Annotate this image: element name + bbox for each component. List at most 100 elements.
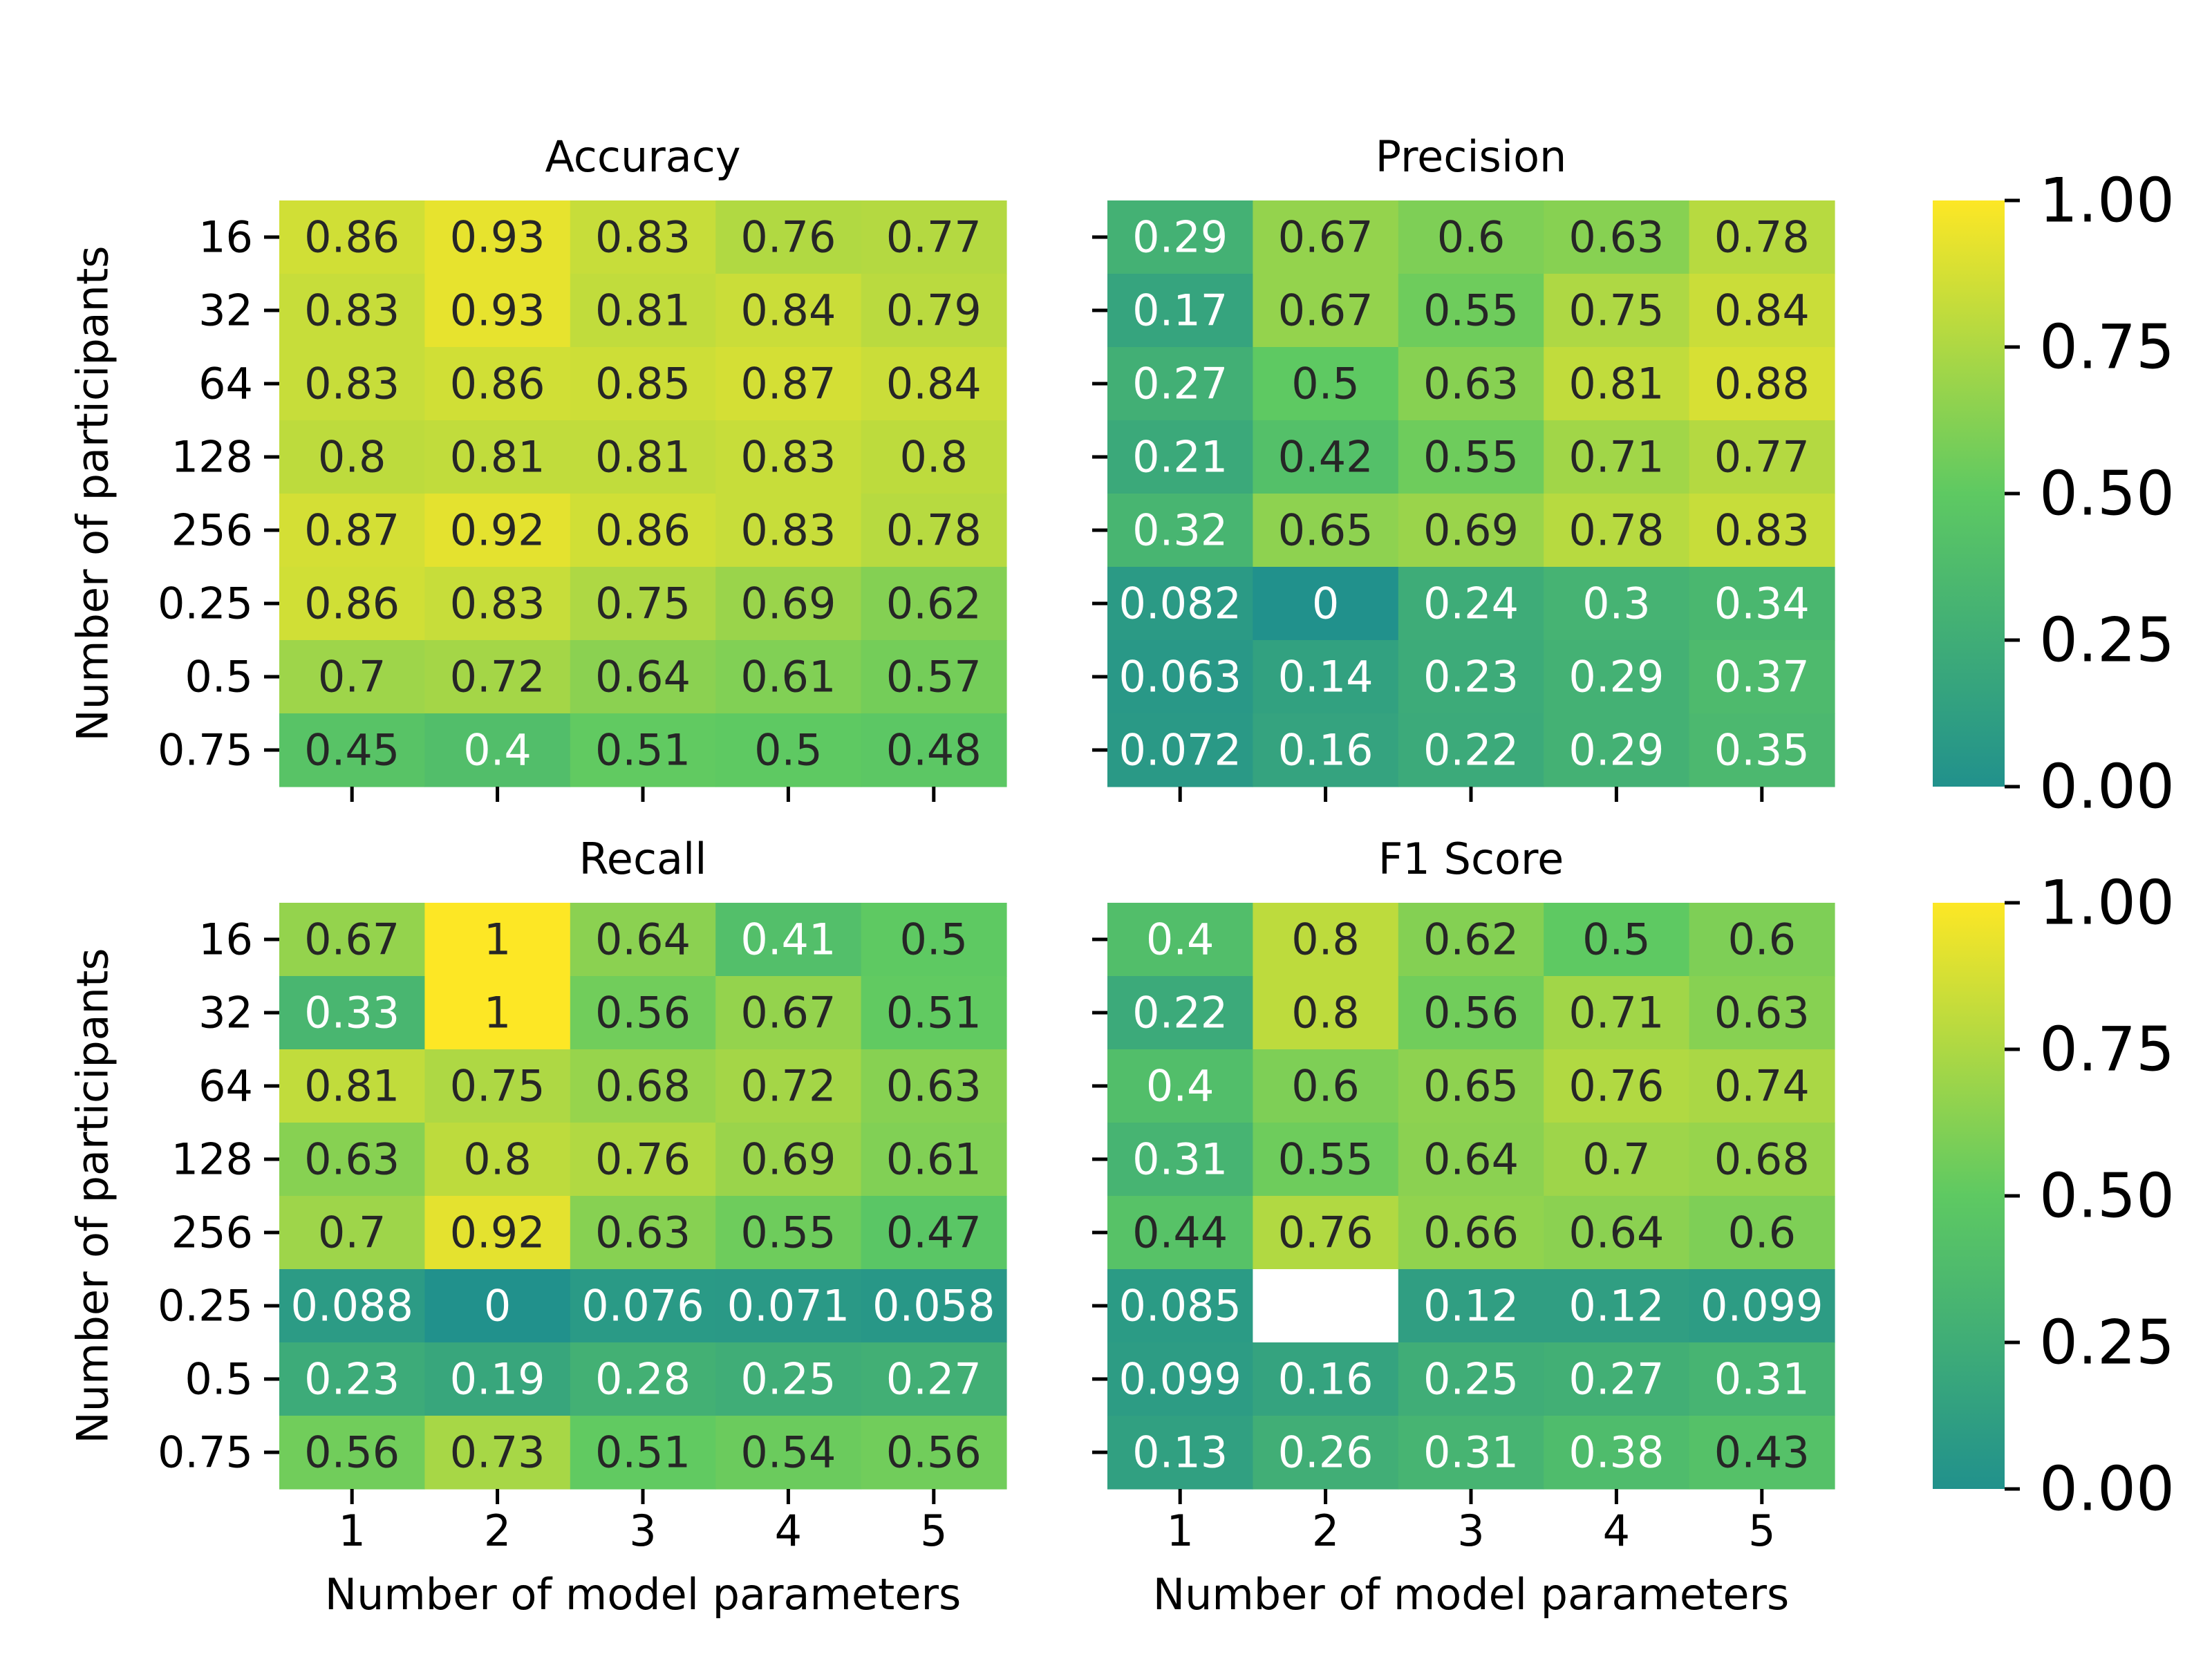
heatmap-cell xyxy=(279,1269,425,1343)
cell-label: 0.86 xyxy=(304,579,400,629)
heatmap-cell xyxy=(1544,1049,1690,1123)
cell-label: 0.76 xyxy=(595,1134,691,1185)
heatmap-cell xyxy=(861,347,1007,421)
x-tick-label: 2 xyxy=(1312,1506,1339,1556)
cell-label: 0.23 xyxy=(304,1354,400,1405)
cell-label: 0.69 xyxy=(740,579,836,629)
heatmap-cell xyxy=(279,567,425,641)
heatmap-cell xyxy=(1107,1049,1253,1123)
cell-label: 0.67 xyxy=(1278,285,1374,336)
heatmap-cell xyxy=(1253,1196,1399,1270)
colorbar-layer: 1.00 0.75 0.50 0.25 0.00 1.00 0.75 0.50 0.25 0.00 xyxy=(1933,165,2175,1525)
heatmap-cell xyxy=(1689,420,1835,494)
cell-label: 0.87 xyxy=(740,359,836,409)
cell-label: 0.6 xyxy=(1727,915,1796,965)
heatmap-cell xyxy=(861,1416,1007,1490)
cell-label: 0.72 xyxy=(740,1061,836,1112)
heatmap-cell xyxy=(424,567,571,641)
cell-label: 0.92 xyxy=(450,505,545,556)
heatmap-cell xyxy=(570,903,716,977)
heatmap-cell xyxy=(715,713,862,787)
cell-label: 0.67 xyxy=(1278,212,1374,263)
heatmap-cell xyxy=(715,1269,862,1343)
cell-label: 1 xyxy=(484,988,511,1038)
heatmap-cell xyxy=(1398,494,1544,568)
cell-label: 0.61 xyxy=(886,1134,982,1185)
cell-label: 0.57 xyxy=(886,652,982,702)
heatmap-cell xyxy=(1689,567,1835,641)
heatmap-cell xyxy=(1544,1123,1690,1197)
cell-label: 0.75 xyxy=(1568,285,1664,336)
cell-label: 0.082 xyxy=(1118,579,1241,629)
cell-label: 0.29 xyxy=(1132,212,1228,263)
heatmap-cell xyxy=(715,1196,862,1270)
heatmap-cell xyxy=(424,200,571,274)
cell-label: 0.56 xyxy=(304,1427,400,1478)
heatmap-cell xyxy=(1253,200,1399,274)
y-tick-label: 32 xyxy=(198,285,253,336)
colorbar-tick-label: 1.00 xyxy=(2039,868,2175,939)
heatmap-cell xyxy=(1107,976,1253,1050)
heatmap-cell xyxy=(570,1123,716,1197)
heatmap-cell xyxy=(1544,1196,1690,1270)
cell-label: 0.76 xyxy=(740,212,836,263)
cell-label: 0.67 xyxy=(740,988,836,1038)
heatmap-cell xyxy=(1544,420,1690,494)
heatmap-cell xyxy=(861,420,1007,494)
heatmap-cell xyxy=(1253,274,1399,348)
cell-label: 0.29 xyxy=(1568,725,1664,776)
y-tick-label: 64 xyxy=(198,359,253,409)
cell-label: 0.12 xyxy=(1568,1281,1664,1331)
heatmap-cell xyxy=(1689,494,1835,568)
heatmap-cell xyxy=(861,903,1007,977)
heatmap-cell xyxy=(424,713,571,787)
cell-label: 0.55 xyxy=(740,1208,836,1258)
cell-label: 0.3 xyxy=(1582,579,1651,629)
heatmap-cell xyxy=(715,567,862,641)
heatmap-cell xyxy=(1689,1269,1835,1343)
heatmap-cell xyxy=(1544,640,1690,714)
heatmap-cell xyxy=(1398,1269,1544,1343)
heatmap-cell xyxy=(424,1196,571,1270)
cell-label: 0.7 xyxy=(318,652,386,702)
heatmap-cell xyxy=(570,347,716,421)
colorbar-tick-label: 0.00 xyxy=(2039,751,2175,823)
colorbar-gradient xyxy=(1933,200,2005,787)
cell-label: 0.41 xyxy=(740,915,836,965)
heatmap-cell xyxy=(715,1123,862,1197)
heatmap-cell xyxy=(1253,1342,1399,1416)
heatmap-cell xyxy=(1544,1416,1690,1490)
heatmap-cell xyxy=(1689,274,1835,348)
heatmap-cell xyxy=(1107,494,1253,568)
panel-title: F1 Score xyxy=(1378,834,1564,884)
cell-label: 0.14 xyxy=(1278,652,1374,702)
heatmap-cell xyxy=(424,976,571,1050)
heatmap-cell xyxy=(861,640,1007,714)
cell-label: 0.8 xyxy=(1291,915,1360,965)
heatmap-cell xyxy=(1107,1269,1253,1343)
cell-label: 1 xyxy=(484,915,511,965)
heatmap-cell xyxy=(1544,1342,1690,1416)
heatmap-cell xyxy=(570,1269,716,1343)
cell-label: 0.28 xyxy=(595,1354,691,1405)
heatmap-cell xyxy=(570,567,716,641)
cell-label: 0.12 xyxy=(1423,1281,1519,1331)
heatmap-cell xyxy=(279,640,425,714)
colorbar-1: 1.00 0.75 0.50 0.25 0.00 xyxy=(1933,165,2175,823)
x-tick-label: 5 xyxy=(1748,1506,1775,1556)
y-tick-label: 0.75 xyxy=(158,1427,253,1478)
heatmap-cell xyxy=(1398,1416,1544,1490)
cell-label: 0.83 xyxy=(450,579,545,629)
heatmap-cell xyxy=(861,713,1007,787)
cell-label: 0.56 xyxy=(1423,988,1519,1038)
heatmap-cell xyxy=(1689,347,1835,421)
cell-label: 0.51 xyxy=(595,1427,691,1478)
heatmap-cell xyxy=(715,1416,862,1490)
cell-label: 0.51 xyxy=(886,988,982,1038)
cell-label: 0.63 xyxy=(304,1134,400,1185)
cell-label: 0.65 xyxy=(1278,505,1374,556)
y-tick-label: 0.5 xyxy=(185,1354,253,1405)
